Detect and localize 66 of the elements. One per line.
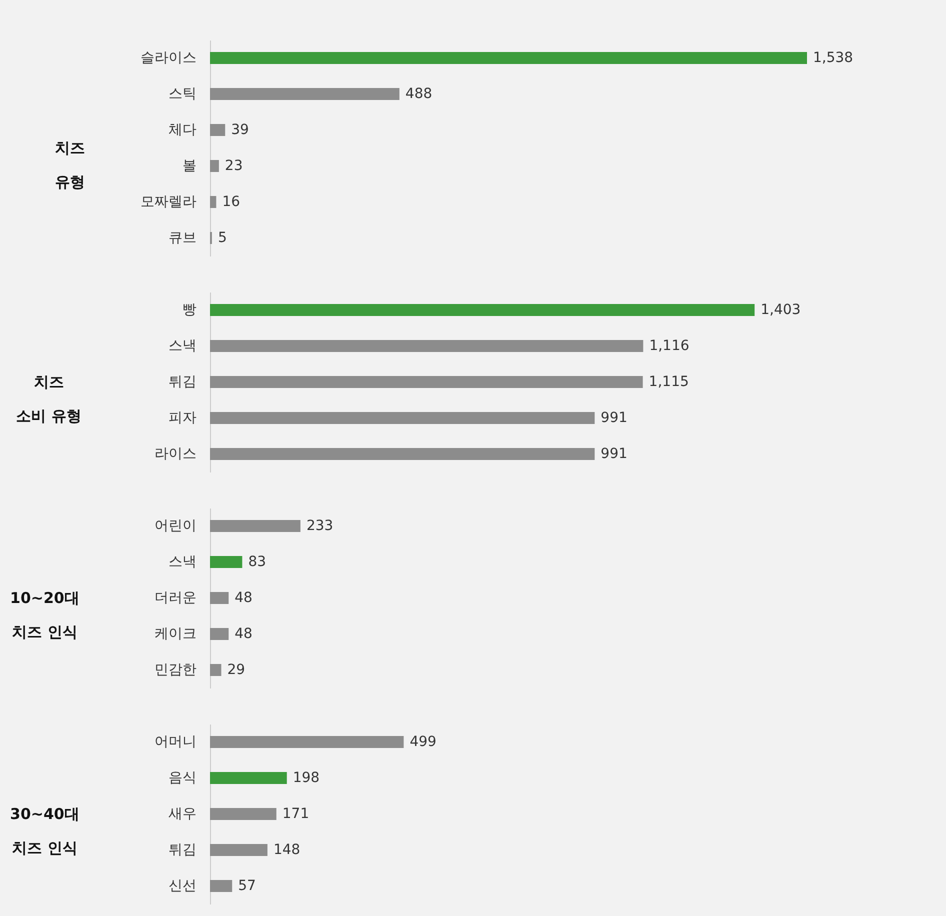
bar (210, 808, 276, 820)
bar (210, 880, 232, 892)
y-tick-label: 스낵 (168, 338, 196, 354)
data-label: 23 (224, 158, 243, 174)
data-label: 16 (222, 194, 240, 210)
data-label: 488 (405, 86, 432, 102)
data-label: 48 (234, 626, 252, 642)
y-tick-label: 어머니 (154, 734, 196, 750)
bar (210, 772, 287, 784)
y-tick-label: 더러운 (154, 590, 196, 606)
data-label: 148 (273, 842, 300, 858)
data-label: 39 (231, 122, 249, 138)
data-label: 991 (600, 446, 628, 462)
bar (210, 844, 268, 856)
bar (210, 124, 226, 136)
bar (210, 592, 229, 604)
data-label: 48 (234, 590, 252, 606)
y-tick-label: 음식 (168, 770, 196, 786)
y-tick-label: 튀김 (168, 842, 196, 858)
data-label: 57 (238, 878, 256, 894)
bar (210, 412, 595, 424)
data-label: 171 (282, 806, 310, 822)
bar (210, 88, 400, 100)
bar (210, 52, 807, 64)
bar (210, 376, 643, 388)
data-label: 83 (248, 554, 266, 570)
data-label: 29 (227, 662, 246, 678)
bar (210, 556, 242, 568)
y-tick-label: 케이크 (154, 626, 196, 642)
text: 치즈 유형 (55, 139, 85, 191)
bar (210, 196, 216, 208)
y-tick-label: 민감한 (154, 662, 196, 678)
data-label: 198 (292, 770, 320, 786)
data-label: 499 (410, 734, 436, 750)
data-label: 233 (306, 518, 334, 534)
y-tick-label: 모짜렐라 (140, 194, 196, 210)
y-tick-label: 큐브 (168, 230, 196, 246)
data-label: 1,116 (649, 338, 690, 354)
y-tick-label: 볼 (182, 158, 196, 174)
bar (210, 160, 219, 172)
data-label: 1,538 (813, 50, 854, 66)
data-label: 5 (218, 230, 227, 246)
y-tick-label: 슬라이스 (140, 50, 196, 66)
text: 30~40대 치즈 인식 (10, 805, 80, 857)
bar (210, 304, 755, 316)
data-label: 1,115 (648, 374, 689, 390)
data-label: 991 (600, 410, 628, 426)
y-tick-label: 빵 (182, 302, 196, 318)
bar (210, 664, 222, 676)
y-tick-label: 스낵 (168, 554, 196, 570)
data-label: 1,403 (760, 302, 801, 318)
text: 치즈 소비 유형 (16, 373, 82, 425)
bar (210, 628, 229, 640)
y-tick-label: 새우 (168, 806, 196, 822)
y-tick-label: 어린이 (154, 518, 196, 534)
y-tick-label: 체다 (168, 122, 196, 138)
bar (210, 448, 595, 460)
y-tick-label: 튀김 (168, 374, 196, 390)
bar (210, 340, 644, 352)
y-tick-label: 스틱 (168, 86, 196, 102)
bar (210, 520, 300, 532)
y-tick-label: 신선 (168, 878, 196, 894)
y-tick-label: 피자 (168, 410, 196, 426)
text: 10~20대 치즈 인식 (10, 589, 80, 641)
y-tick-label: 라이스 (154, 446, 196, 462)
bar (210, 736, 404, 748)
